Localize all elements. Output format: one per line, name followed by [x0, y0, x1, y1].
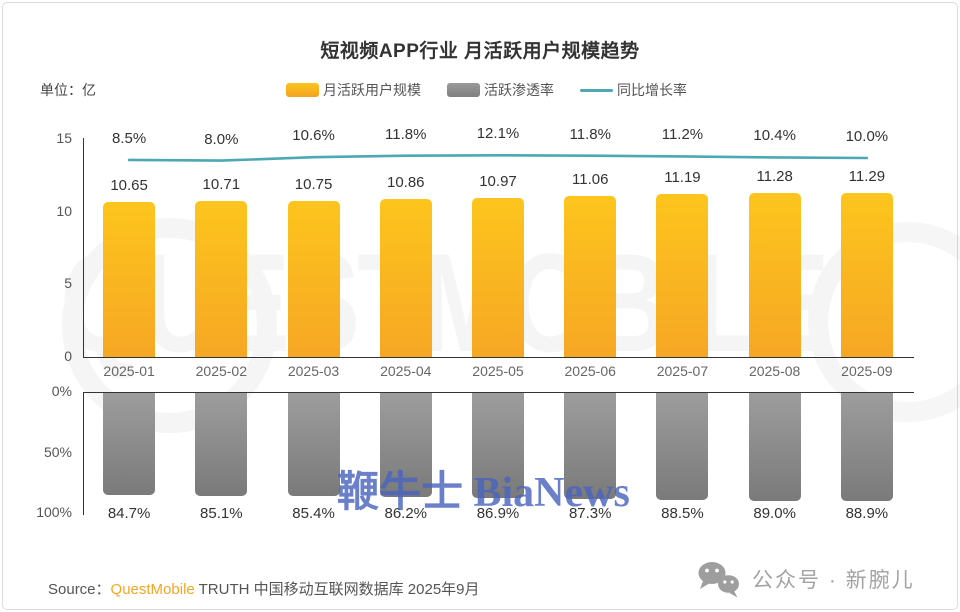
mau-bar [472, 197, 524, 357]
penetration-value-label: 85.4% [292, 505, 335, 522]
penetration-value-label: 87.3% [568, 505, 612, 522]
source-rest: TRUTH 中国移动互联网数据库 2025年9月 [194, 581, 480, 598]
top-y-tick: 0 [64, 348, 72, 364]
mau-value-label: 11.19 [664, 169, 701, 187]
bottom-y-axis-line [83, 392, 84, 515]
source-line: Source：QuestMobile TRUTH 中国移动互联网数据库 2025… [48, 578, 480, 599]
mau-value-label: 11.06 [572, 171, 609, 189]
x-axis-label: 2025-04 [380, 363, 432, 379]
mau-value-label: 11.28 [756, 168, 793, 186]
growth-value-label: 10.6% [292, 127, 335, 145]
penetration-value-label: 88.5% [661, 505, 704, 522]
x-axis-label: 2025-02 [195, 363, 248, 379]
mau-bar [195, 201, 248, 357]
legend-label: 月活跃用户规模 [323, 82, 421, 98]
page-title: 短视频APP行业 月活跃用户规模趋势 [320, 41, 640, 62]
penetration-bar [656, 393, 709, 501]
x-axis-label: 2025-08 [748, 363, 801, 379]
penetration-bar [379, 393, 432, 498]
mau-value-label: 10.75 [294, 175, 333, 193]
mau-bar [748, 193, 801, 357]
mau-bar [287, 200, 340, 357]
mau-bar [656, 194, 709, 357]
wechat-account-label: 公众号 · 新腕儿 [752, 569, 915, 592]
legend-label: 活跃渗透率 [484, 82, 554, 98]
legend-label: 同比增长率 [617, 82, 687, 98]
legend-line-swatch-icon [580, 88, 613, 92]
wechat-badge: 公众号 · 新腕儿 [696, 560, 915, 598]
mau-value-label: 11.29 [848, 167, 886, 185]
mau-value-label: 10.86 [386, 174, 425, 192]
penetration-bar [287, 393, 340, 497]
x-axis-label: 2025-07 [656, 363, 709, 379]
source-prefix: Source： [48, 581, 111, 598]
mau-bar [840, 192, 893, 357]
penetration-value-label: 86.2% [384, 505, 428, 522]
x-axis-label: 2025-01 [103, 363, 155, 379]
x-axis-label: 2025-03 [287, 363, 340, 379]
top-y-tick: 10 [56, 202, 72, 219]
bottom-y-tick: 0% [51, 383, 72, 399]
mau-value-label: 10.71 [202, 176, 241, 194]
top-x-axis-line [83, 357, 914, 358]
bianews-watermark: 鞭牛士 BiaNews [337, 470, 630, 516]
mau-bar [379, 199, 432, 357]
x-axis-label: 2025-09 [841, 363, 893, 379]
legend: 月活跃用户规模 活跃渗透率 同比增长率 [286, 80, 687, 100]
penetration-bar [748, 393, 801, 501]
penetration-bar [195, 393, 248, 496]
penetration-value-label: 85.1% [200, 505, 243, 522]
penetration-value-label: 89.0% [753, 505, 796, 522]
mau-bar [103, 202, 156, 357]
growth-value-label: 11.8% [385, 125, 427, 143]
legend-item-growth: 同比增长率 [580, 80, 687, 100]
legend-yellow-swatch-icon [286, 83, 319, 97]
mau-value-label: 10.65 [110, 177, 148, 195]
mau-bar [564, 196, 617, 357]
growth-value-label: 10.0% [845, 128, 889, 145]
mau-value-label: 10.97 [479, 172, 517, 190]
source-brand: QuestMobile [110, 581, 195, 598]
growth-value-label: 11.8% [569, 125, 611, 143]
unit-label: 单位：亿 [40, 82, 96, 98]
penetration-value-label: 84.7% [107, 505, 151, 522]
penetration-value-label: 88.9% [845, 505, 889, 522]
legend-item-mau: 月活跃用户规模 [286, 80, 421, 100]
bottom-y-tick: 100% [36, 504, 72, 520]
bottom-x-axis-line [83, 392, 914, 393]
growth-value-label: 11.2% [661, 126, 704, 144]
growth-value-label: 8.5% [112, 129, 147, 147]
top-y-axis-line [83, 138, 84, 358]
penetration-bar [564, 393, 617, 499]
wechat-icon [698, 562, 739, 598]
growth-value-label: 12.1% [476, 125, 520, 143]
growth-value-label: 10.4% [753, 127, 796, 145]
x-axis-label: 2025-05 [472, 363, 524, 379]
growth-value-label: 8.0% [204, 130, 239, 148]
bottom-y-tick: 50% [43, 443, 72, 460]
penetration-bar [840, 393, 893, 501]
top-y-tick: 5 [64, 275, 72, 292]
legend-item-penetration: 活跃渗透率 [447, 80, 554, 100]
penetration-bar [472, 393, 524, 499]
penetration-bar [103, 393, 156, 496]
penetration-value-label: 86.9% [476, 505, 520, 522]
x-axis-label: 2025-06 [564, 363, 616, 379]
top-y-tick: 15 [56, 130, 72, 147]
legend-gray-swatch-icon [447, 83, 480, 97]
